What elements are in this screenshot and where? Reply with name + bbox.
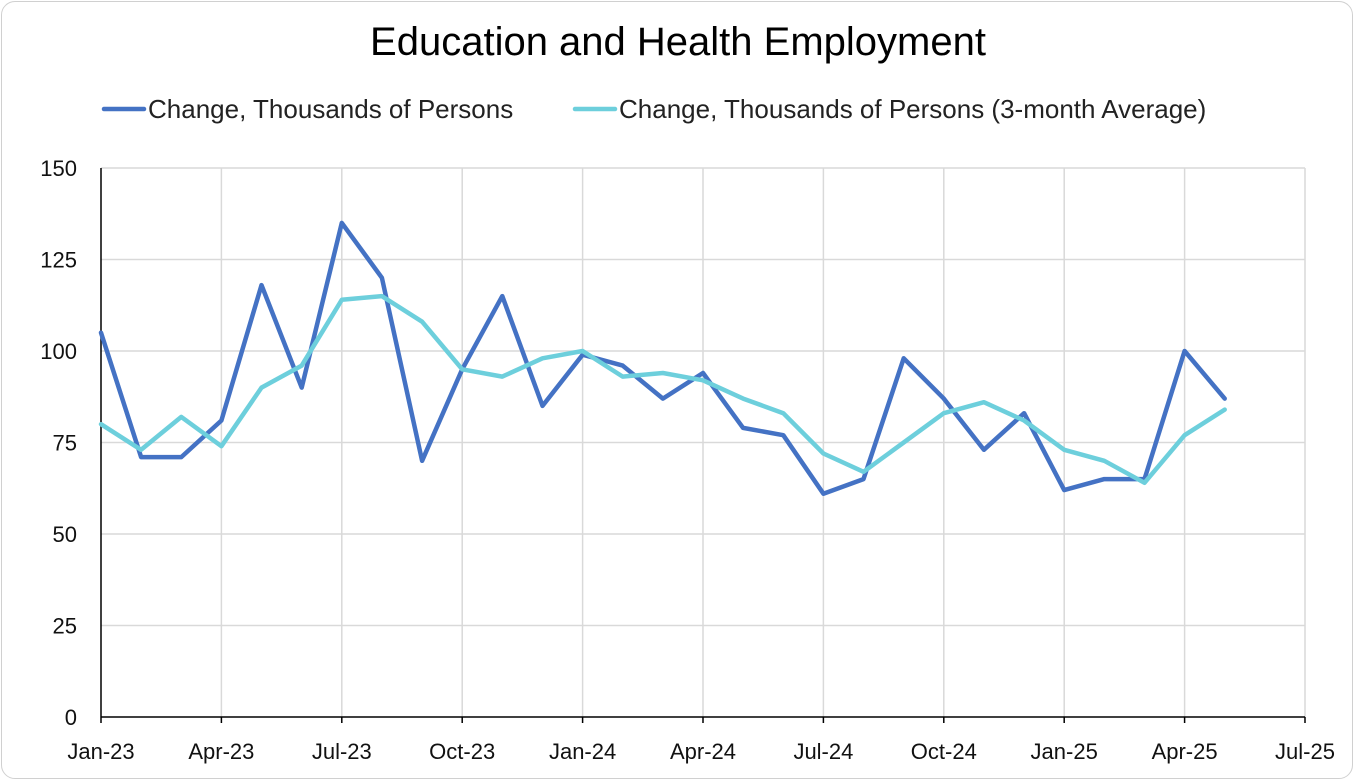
- x-tick-label: Jan-23: [67, 739, 134, 764]
- y-tick-label: 150: [40, 156, 77, 181]
- y-tick-label: 100: [40, 339, 77, 364]
- x-tick-label: Oct-24: [911, 739, 977, 764]
- y-tick-label: 75: [53, 431, 77, 456]
- y-tick-label: 25: [53, 614, 77, 639]
- x-tick-label: Apr-24: [670, 739, 736, 764]
- x-tick-label: Jan-25: [1031, 739, 1098, 764]
- x-tick-label: Jan-24: [549, 739, 616, 764]
- y-tick-label: 125: [40, 248, 77, 273]
- series-line-0: [98, 220, 1227, 496]
- grid: [101, 167, 1306, 717]
- legend: Change, Thousands of Persons Change, Thou…: [101, 94, 1206, 124]
- x-tick-label: Oct-23: [429, 739, 495, 764]
- x-tick-label: Apr-23: [188, 739, 254, 764]
- x-tick-label: Apr-25: [1152, 739, 1218, 764]
- legend-label-1: Change, Thousands of Persons (3-month Av…: [619, 94, 1206, 124]
- x-tick-label: Jul-24: [793, 739, 853, 764]
- chart-title: Education and Health Employment: [370, 20, 986, 64]
- series-lines: [98, 220, 1227, 496]
- x-tick-label: Jul-25: [1275, 739, 1335, 764]
- y-tick-label: 0: [65, 705, 77, 730]
- x-tick-label: Jul-23: [312, 739, 372, 764]
- series-line-1: [98, 293, 1227, 486]
- legend-label-0: Change, Thousands of Persons: [148, 94, 513, 124]
- y-tick-label: 50: [53, 522, 77, 547]
- axes: 0 25 50 75 100 125 150 Jan-23 Apr-23 Jul-23 Oct-23…: [40, 156, 1335, 764]
